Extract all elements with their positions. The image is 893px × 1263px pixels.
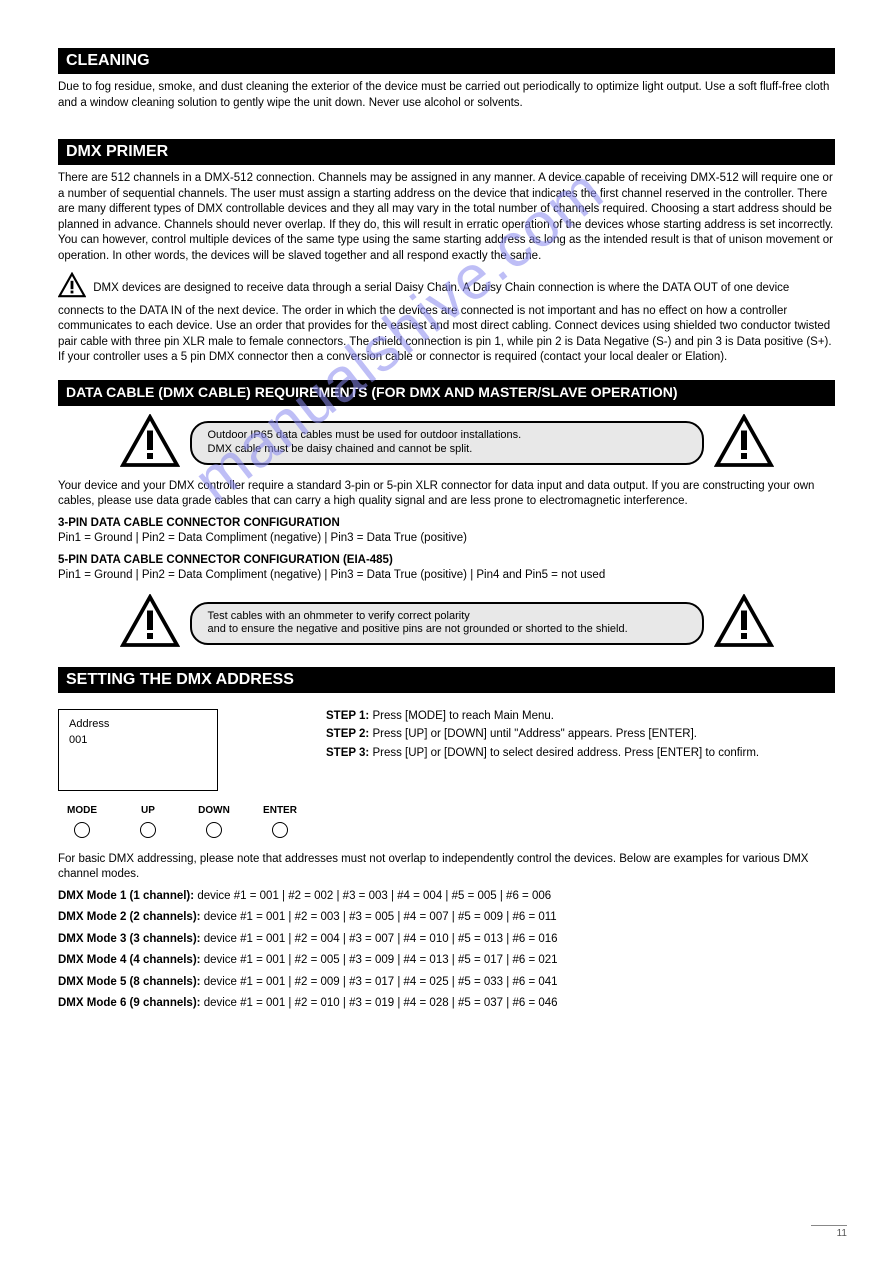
page-number: 11 bbox=[811, 1225, 847, 1239]
button-icon bbox=[140, 822, 156, 838]
mode-body: device #1 = 001 | #2 = 005 | #3 = 009 | … bbox=[204, 954, 558, 966]
warning-box-2: Test cables with an ohmmeter to verify c… bbox=[190, 602, 704, 646]
dmx-mode-5: DMX Mode 5 (8 channels): device #1 = 001… bbox=[58, 975, 835, 991]
button-icon bbox=[272, 822, 288, 838]
step-label: STEP 2: bbox=[326, 728, 369, 740]
warning-box-1: Outdoor IP65 data cables must be used fo… bbox=[190, 421, 704, 465]
up-button[interactable]: UP bbox=[126, 805, 170, 838]
warning-icon bbox=[120, 594, 180, 653]
button-label: DOWN bbox=[198, 805, 230, 816]
dmx-address-footer: For basic DMX addressing, please note th… bbox=[58, 852, 835, 883]
mode-body: device #1 = 001 | #2 = 009 | #3 = 017 | … bbox=[204, 976, 558, 988]
mode-title: DMX Mode 2 (2 channels): bbox=[58, 911, 201, 923]
data-cable-body: Your device and your DMX controller requ… bbox=[58, 479, 835, 510]
warn-line: Outdoor IP65 data cables must be used fo… bbox=[208, 429, 686, 443]
section-title: SETTING THE DMX ADDRESS bbox=[66, 671, 294, 688]
warning-icon bbox=[120, 414, 180, 473]
dmx-mode-6: DMX Mode 6 (9 channels): device #1 = 001… bbox=[58, 996, 835, 1012]
mode-title: DMX Mode 3 (3 channels): bbox=[58, 933, 201, 945]
pin3-config: 3-PIN DATA CABLE CONNECTOR CONFIGURATION… bbox=[58, 516, 835, 547]
control-panel-left: Address 001 MODE UP DOWN ENTER bbox=[58, 709, 302, 838]
mode-title: DMX Mode 6 (9 channels): bbox=[58, 997, 201, 1009]
dmx-mode-2: DMX Mode 2 (2 channels): device #1 = 001… bbox=[58, 910, 835, 926]
warning-icon bbox=[714, 414, 774, 473]
dmx-primer-body-2-text: DMX devices are designed to receive data… bbox=[58, 282, 832, 363]
step-1: STEP 1: Press [MODE] to reach Main Menu. bbox=[326, 709, 759, 725]
step-2: STEP 2: Press [UP] or [DOWN] until "Addr… bbox=[326, 727, 759, 743]
warning-row-1: Outdoor IP65 data cables must be used fo… bbox=[58, 414, 835, 473]
warn-line: DMX cable must be daisy chained and cann… bbox=[208, 443, 686, 457]
control-steps: STEP 1: Press [MODE] to reach Main Menu.… bbox=[326, 709, 759, 765]
mode-title: DMX Mode 4 (4 channels): bbox=[58, 954, 201, 966]
warning-row-2: Test cables with an ohmmeter to verify c… bbox=[58, 594, 835, 653]
section-header-data-cable: DATA CABLE (DMX CABLE) REQUIREMENTS (FOR… bbox=[58, 380, 835, 406]
dmx-mode-3: DMX Mode 3 (3 channels): device #1 = 001… bbox=[58, 932, 835, 948]
section-title: DATA CABLE (DMX CABLE) REQUIREMENTS (FOR… bbox=[66, 384, 678, 400]
down-button[interactable]: DOWN bbox=[192, 805, 236, 838]
pin5-config: 5-PIN DATA CABLE CONNECTOR CONFIGURATION… bbox=[58, 553, 835, 584]
mode-body: device #1 = 001 | #2 = 002 | #3 = 003 | … bbox=[197, 890, 551, 902]
control-panel-block: Address 001 MODE UP DOWN ENTER bbox=[58, 709, 835, 838]
mode-body: device #1 = 001 | #2 = 010 | #3 = 019 | … bbox=[204, 997, 558, 1009]
pin5-title: 5-PIN DATA CABLE CONNECTOR CONFIGURATION… bbox=[58, 554, 393, 566]
lcd-line-1: Address bbox=[69, 716, 207, 733]
button-row: MODE UP DOWN ENTER bbox=[60, 805, 302, 838]
button-icon bbox=[206, 822, 222, 838]
step-text: Press [UP] or [DOWN] to select desired a… bbox=[372, 747, 759, 759]
pin3-body: Pin1 = Ground | Pin2 = Data Compliment (… bbox=[58, 532, 467, 544]
button-label: ENTER bbox=[263, 805, 297, 816]
button-icon bbox=[74, 822, 90, 838]
warning-icon bbox=[58, 272, 86, 304]
section-header-dmx-primer: DMX PRIMER bbox=[58, 139, 835, 165]
dmx-mode-1: DMX Mode 1 (1 channel): device #1 = 001 … bbox=[58, 889, 835, 905]
mode-title: DMX Mode 1 (1 channel): bbox=[58, 890, 194, 902]
step-text: Press [UP] or [DOWN] until "Address" app… bbox=[372, 728, 697, 740]
dmx-primer-body-2: DMX devices are designed to receive data… bbox=[58, 272, 835, 366]
step-label: STEP 1: bbox=[326, 710, 369, 722]
step-3: STEP 3: Press [UP] or [DOWN] to select d… bbox=[326, 746, 759, 762]
mode-body: device #1 = 001 | #2 = 004 | #3 = 007 | … bbox=[204, 933, 558, 945]
manual-page: manualshive.com CLEANING Due to fog resi… bbox=[0, 0, 893, 1263]
dmx-mode-4: DMX Mode 4 (4 channels): device #1 = 001… bbox=[58, 953, 835, 969]
section-header-dmx-address: SETTING THE DMX ADDRESS bbox=[58, 667, 835, 693]
warn-line: and to ensure the negative and positive … bbox=[208, 623, 686, 637]
warn-line: Test cables with an ohmmeter to verify c… bbox=[208, 610, 686, 624]
button-label: MODE bbox=[67, 805, 97, 816]
pin5-body: Pin1 = Ground | Pin2 = Data Compliment (… bbox=[58, 569, 605, 581]
mode-body: device #1 = 001 | #2 = 003 | #3 = 005 | … bbox=[204, 911, 557, 923]
button-label: UP bbox=[141, 805, 155, 816]
cleaning-body: Due to fog residue, smoke, and dust clea… bbox=[58, 80, 835, 111]
dmx-primer-body-1: There are 512 channels in a DMX-512 conn… bbox=[58, 171, 835, 264]
warning-icon bbox=[714, 594, 774, 653]
mode-button[interactable]: MODE bbox=[60, 805, 104, 838]
step-label: STEP 3: bbox=[326, 747, 369, 759]
section-title: CLEANING bbox=[66, 52, 150, 69]
enter-button[interactable]: ENTER bbox=[258, 805, 302, 838]
lcd-display: Address 001 bbox=[58, 709, 218, 791]
mode-title: DMX Mode 5 (8 channels): bbox=[58, 976, 201, 988]
lcd-line-2: 001 bbox=[69, 732, 207, 749]
step-text: Press [MODE] to reach Main Menu. bbox=[372, 710, 554, 722]
section-title: DMX PRIMER bbox=[66, 143, 168, 160]
section-header-cleaning: CLEANING bbox=[58, 48, 835, 74]
pin3-title: 3-PIN DATA CABLE CONNECTOR CONFIGURATION bbox=[58, 517, 340, 529]
